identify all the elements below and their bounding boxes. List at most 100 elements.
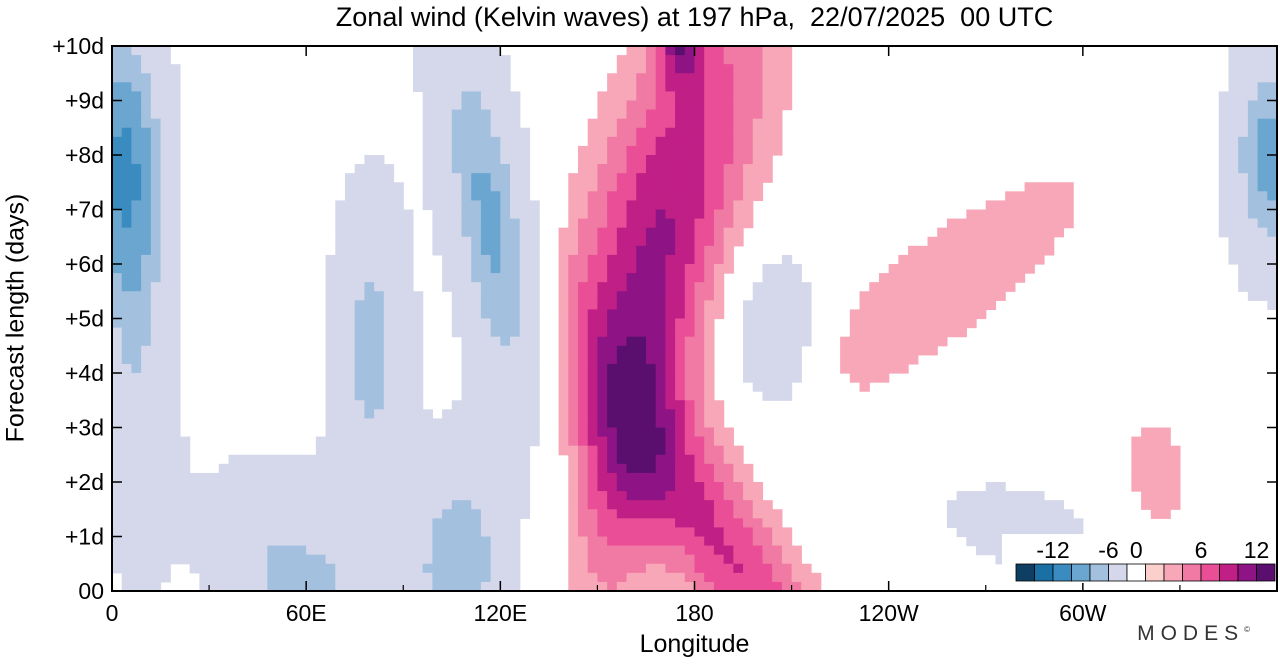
field-cell [432, 173, 443, 183]
field-cell [995, 273, 1006, 283]
field-cell [112, 127, 123, 138]
field-cell [675, 445, 686, 456]
field-cell [422, 109, 433, 120]
field-cell [471, 118, 482, 129]
field-cell [1150, 445, 1162, 456]
field-cell [1247, 46, 1259, 56]
field-cell [354, 482, 366, 492]
field-cell [675, 463, 686, 474]
field-cell [393, 254, 404, 265]
field-cell [626, 282, 637, 292]
field-cell [1005, 200, 1016, 211]
field-cell [247, 545, 259, 556]
field-cell [723, 554, 734, 565]
field-cell [578, 363, 589, 374]
field-cell [645, 445, 657, 456]
field-cell [461, 155, 472, 165]
field-cell [675, 155, 686, 165]
field-cell [490, 418, 501, 429]
field-cell [1024, 264, 1035, 274]
field-cell [1238, 118, 1249, 129]
field-cell [442, 454, 453, 465]
field-cell [713, 527, 725, 538]
field-cell [121, 55, 133, 65]
field-cell [364, 273, 375, 283]
field-cell [451, 563, 463, 574]
field-cell [684, 436, 696, 447]
field-cell [471, 109, 482, 120]
field-cell [170, 155, 181, 165]
field-cell [112, 46, 123, 56]
field-cell [636, 436, 647, 447]
field-cell [296, 518, 307, 529]
field-cell [655, 254, 666, 265]
field-cell [480, 245, 492, 256]
field-cell [345, 291, 356, 301]
field-cell [781, 545, 793, 556]
field-cell [480, 373, 492, 383]
field-cell [791, 345, 802, 356]
field-cell [393, 264, 404, 274]
field-cell [179, 500, 191, 510]
field-cell [694, 436, 705, 447]
field-cell [636, 527, 647, 538]
field-cell [315, 445, 327, 456]
field-cell [131, 82, 142, 93]
field-cell [985, 209, 997, 220]
field-cell [510, 572, 521, 583]
field-cell [665, 64, 676, 74]
field-cell [267, 518, 278, 529]
field-cell [1257, 164, 1268, 174]
field-cell [733, 554, 744, 565]
field-cell [985, 218, 997, 229]
field-cell [626, 164, 637, 174]
field-cell [432, 445, 443, 456]
field-cell [655, 327, 666, 338]
field-cell [257, 472, 268, 483]
field-cell [888, 363, 899, 374]
field-cell [500, 318, 511, 329]
field-cell [335, 309, 346, 320]
field-cell [461, 91, 472, 102]
field-cell [995, 554, 1006, 565]
field-cell [849, 309, 861, 320]
field-cell [160, 173, 171, 183]
field-cell [713, 245, 725, 256]
field-cell [121, 527, 133, 538]
field-cell [325, 518, 336, 529]
field-cell [597, 245, 608, 256]
field-cell [675, 55, 686, 65]
field-cell [616, 209, 628, 220]
field-cell [451, 554, 463, 565]
field-cell [713, 46, 725, 56]
field-cell [267, 482, 278, 492]
field-cell [345, 400, 356, 410]
field-cell [752, 554, 764, 565]
field-cell [568, 373, 579, 383]
field-cell [772, 55, 783, 65]
field-cell [723, 118, 734, 129]
field-cell [772, 145, 783, 156]
field-cell [743, 336, 754, 347]
field-cell [141, 191, 152, 202]
field-cell [1053, 182, 1065, 192]
field-cell [1228, 182, 1239, 192]
field-cell [1267, 264, 1277, 274]
field-cell [267, 491, 278, 501]
field-cell [733, 100, 744, 111]
field-cell [442, 418, 453, 429]
field-cell [189, 491, 200, 501]
field-cell [354, 554, 366, 565]
field-cell [141, 91, 152, 102]
field-cell [480, 209, 492, 220]
field-cell [345, 182, 356, 192]
field-cell [723, 200, 734, 211]
field-cell [364, 418, 375, 429]
x-tick-label: 120W [859, 600, 919, 626]
field-cell [1228, 155, 1239, 165]
field-cell [519, 409, 531, 420]
field-cell [694, 409, 705, 420]
field-cell [607, 145, 618, 156]
field-cell [626, 136, 637, 147]
field-cell [1005, 500, 1016, 510]
